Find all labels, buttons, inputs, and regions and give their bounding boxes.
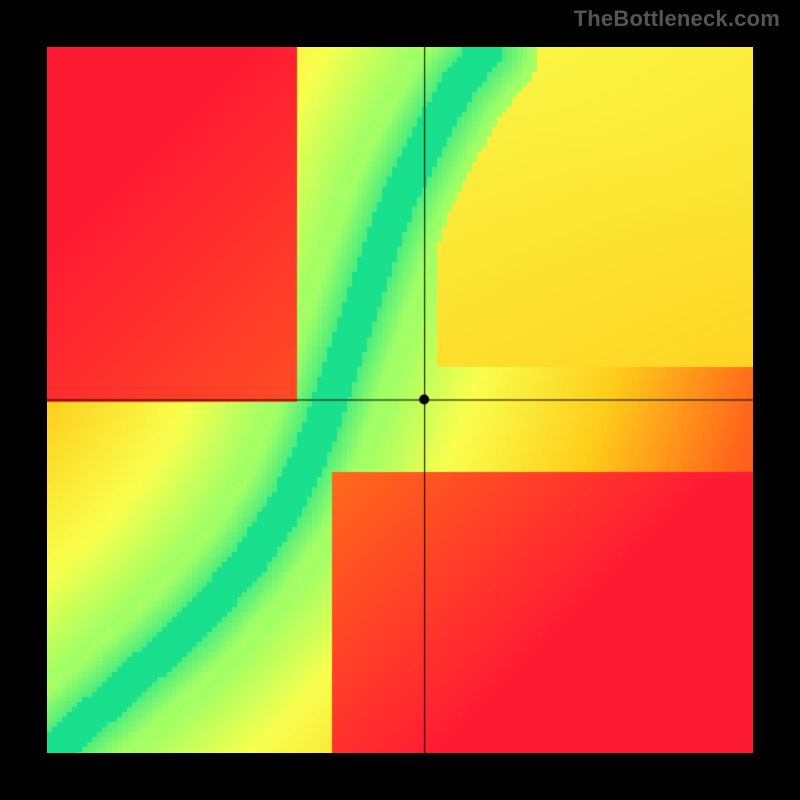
watermark-text: TheBottleneck.com bbox=[574, 6, 780, 32]
chart-container: TheBottleneck.com bbox=[0, 0, 800, 800]
bottleneck-heatmap bbox=[47, 47, 753, 753]
